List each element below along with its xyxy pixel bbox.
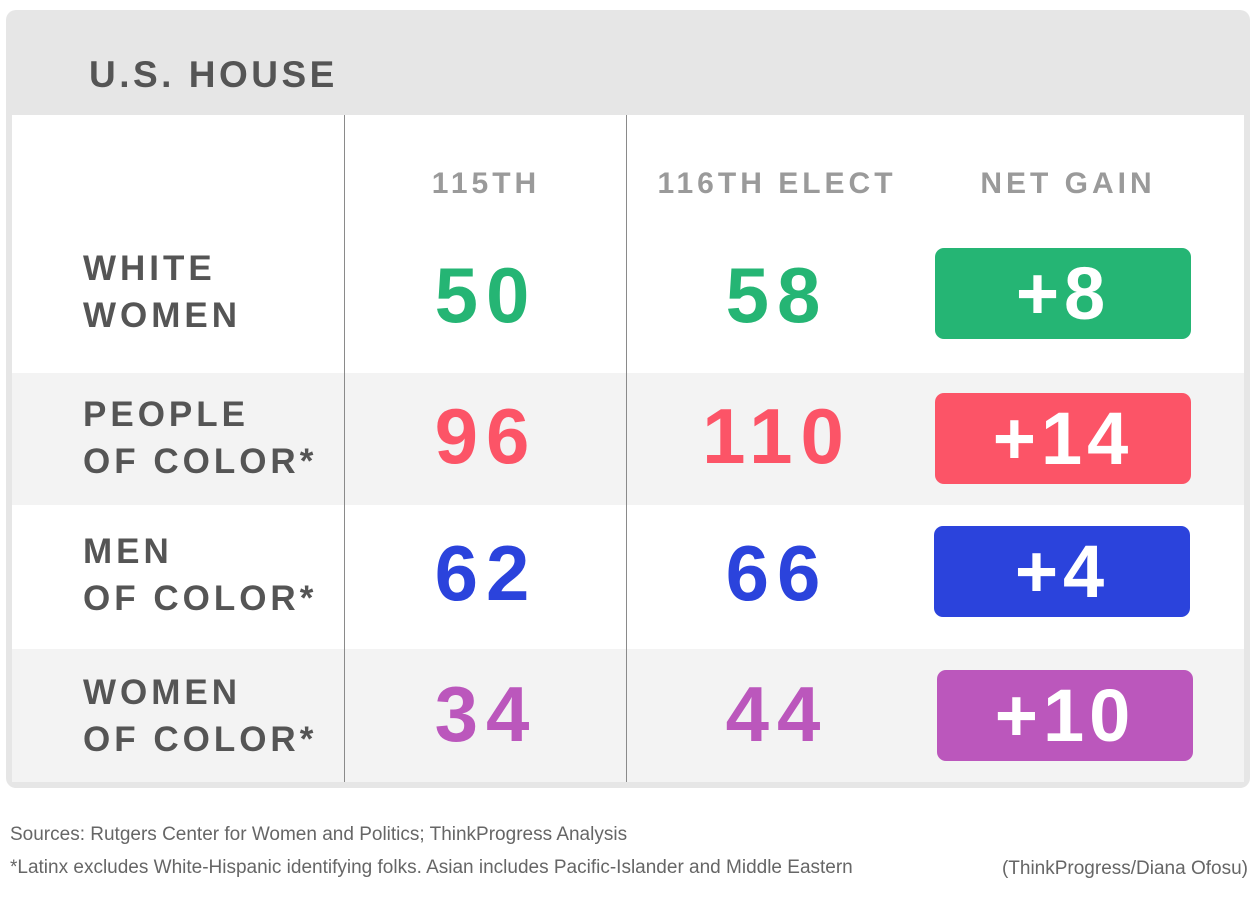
value-116th-women-of-color: 44 (725, 670, 829, 758)
column-divider (626, 115, 627, 782)
image-credit: (ThinkProgress/Diana Ofosu) (1001, 858, 1248, 879)
value-115th-white-women: 50 (434, 251, 538, 339)
row-label-men-of-color: MEN OF COLOR* (83, 532, 318, 618)
row-label-people-of-color: PEOPLE OF COLOR* (83, 395, 318, 481)
chart-title: U.S. HOUSE (89, 54, 338, 95)
row-label-women-of-color: WOMEN OF COLOR* (83, 673, 318, 759)
value-115th-women-of-color: 34 (434, 670, 538, 758)
column-header-115th: 115TH (431, 167, 541, 200)
gain-badge-white-women: +8 (935, 248, 1191, 339)
gain-badge-women-of-color: +10 (937, 670, 1193, 761)
row-label-white-women: WHITE WOMEN (83, 249, 242, 335)
sources-note: Sources: Rutgers Center for Women and Po… (10, 824, 628, 845)
data-table: 115TH 116TH ELECT NET GAIN WHITE WOMEN 50… (12, 115, 1244, 782)
value-116th-white-women: 58 (725, 251, 829, 339)
column-divider (344, 115, 345, 782)
value-115th-men-of-color: 62 (434, 529, 538, 617)
gain-badge-people-of-color: +14 (935, 393, 1191, 484)
value-115th-people-of-color: 96 (434, 392, 538, 480)
gain-badge-men-of-color: +4 (934, 526, 1190, 617)
column-header-116th-elect: 116TH ELECT (657, 167, 897, 200)
value-116th-people-of-color: 110 (702, 392, 852, 480)
column-header-net-gain: NET GAIN (980, 167, 1156, 200)
value-116th-men-of-color: 66 (725, 529, 829, 617)
footnote: *Latinx excludes White-Hispanic identify… (10, 857, 853, 878)
